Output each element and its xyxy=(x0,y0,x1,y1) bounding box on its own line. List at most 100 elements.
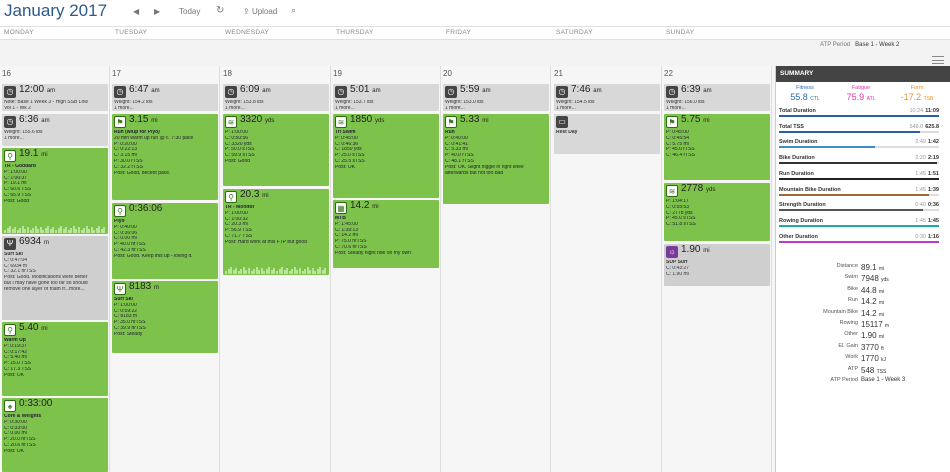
note-card[interactable]: ◷ 6:47 am Weight: 154.2 lbs 1 more... xyxy=(112,84,218,111)
day-column[interactable]: 17 ◷ 6:47 am Weight: 154.2 lbs 1 more... ⚑ 3.1… xyxy=(110,66,220,472)
card-details: MTB P: 1:45:00 C: 1:39:13 C: 14.2 mi P: 75.0… xyxy=(335,216,437,257)
card-line: C: 0:47:04 xyxy=(4,257,28,263)
card-headline: 7:46 am xyxy=(571,84,602,95)
card-line: Weight: 153.7 lbs xyxy=(335,100,374,105)
total-value: 1770 kJ xyxy=(861,354,887,364)
summary-row: Swim Duration 2:49 1:42 xyxy=(779,139,939,149)
summary-row: Other Duration 0:30 1:16 xyxy=(779,233,939,243)
card-line: TR - Monitor xyxy=(225,205,255,210)
card-line[interactable]: 1 more... xyxy=(666,105,686,111)
note-card[interactable]: ◷ 7:46 am Weight: 154.5 lbs 1 more... xyxy=(554,84,660,111)
form-label: Form xyxy=(910,85,924,91)
chevron-right-icon[interactable]: ▶ xyxy=(154,7,161,16)
card-line[interactable]: 1 more... xyxy=(445,105,465,111)
workout-card[interactable]: ⚲ 19.1 mi TR - Goddard P: 1:00:00 C: 1:00:37… xyxy=(2,148,108,234)
card-line: C: 20.6 hrTSS xyxy=(4,442,36,448)
note-card[interactable]: ◷ 6:09 am Weight: 153.8 lbs 1 more... xyxy=(223,84,329,111)
card-line: P: 1:00:00 xyxy=(114,302,137,308)
card-line: C: 42.3 hrTSS xyxy=(114,247,146,253)
clock-icon: ◷ xyxy=(556,86,568,98)
search-icon[interactable]: ⌕ xyxy=(291,5,297,15)
card-details: TR - Goddard P: 1:00:00 C: 1:00:37 P: 19.1 … xyxy=(4,164,106,205)
refresh-icon[interactable]: ↻ xyxy=(216,5,225,16)
workout-card[interactable]: ♠ 0:33:00 Core & Weights P: 0:30:00 C: 0:33:… xyxy=(2,398,108,472)
card-line: C: 1.90 mi xyxy=(666,271,689,277)
upload-button[interactable]: ⇪ Upload xyxy=(243,7,277,16)
note-card[interactable]: ▭ Rest Day xyxy=(554,114,660,154)
bike-icon: ⚲ xyxy=(225,191,237,203)
day-column[interactable]: 19 ◷ 5:01 am Weight: 153.7 lbs 1 more... ≋ 185… xyxy=(331,66,441,472)
total-label: Swim xyxy=(844,274,858,281)
card-line: Post: Hard work at this FTP but good xyxy=(225,239,307,245)
day-column[interactable]: 18 ◷ 6:09 am Weight: 153.8 lbs 1 more... ≋ 332… xyxy=(221,66,331,472)
card-headline: 12:00 am xyxy=(19,84,56,95)
hamburger-menu-icon[interactable] xyxy=(932,56,944,64)
page-title: January 2017 xyxy=(4,1,108,20)
card-line[interactable]: 1 more... xyxy=(4,135,24,141)
card-line[interactable]: 1 more... xyxy=(114,105,134,111)
card-line: Post: Steady night ride on my own xyxy=(335,250,411,256)
run-icon: ⚑ xyxy=(114,116,126,128)
card-line: P: 40.0 hrTSS xyxy=(114,242,146,248)
weekday-label: FRIDAY xyxy=(446,29,472,36)
total-value: 14.2 mi xyxy=(861,297,885,307)
workout-card[interactable]: ≋ 3320 yds P: 1:00:00 C: 0:50:56 C: 3320 yds… xyxy=(223,114,329,186)
workout-card[interactable]: ⚑ 5.75 mi P: 0:45:00 C: 0:45:54 C: 5.75 mi P:… xyxy=(664,114,770,180)
workout-card[interactable]: ⚲ 5.40 mi Warm Up P: 0:19:37 C: 0:17:42 C: 5.… xyxy=(2,322,108,396)
summary-row-value: 0:30 1:16 xyxy=(915,233,939,240)
summary-row-value: 1:45 1:51 xyxy=(915,170,939,177)
card-line: P: 30.0 rTSS xyxy=(114,158,143,164)
card-line: P: 1:00:00 xyxy=(4,169,27,175)
card-line: C: 3320 yds xyxy=(225,141,252,147)
workout-card[interactable]: ⚲ 0:36:06 Plyo P: 0:40:00 C: 0:36:06 C: 0.00 … xyxy=(112,203,218,279)
card-headline: 0:36:06 xyxy=(129,203,163,214)
workout-card[interactable]: ≋ 2778 yds P: 1:04:17 C: 0:55:53 C: 2778 yds… xyxy=(664,183,770,241)
day-column[interactable]: 21 ◷ 7:46 am Weight: 154.5 lbs 1 more... ▭ Res… xyxy=(552,66,662,472)
card-line: Note: Base 1 Week 3 - High SSB Low xyxy=(4,100,88,105)
card-details: Weight: 153.0 lbs 1 more... xyxy=(445,100,547,111)
day-column[interactable]: 22 ◷ 6:39 am Weight: 156.0 lbs 1 more... ⚑ 5.7… xyxy=(662,66,772,472)
workout-card[interactable]: Ψ 8183 m Surf Ski P: 1:00:00 C: 0:59:22 C: 81… xyxy=(112,281,218,353)
card-line[interactable]: 1 more... xyxy=(335,105,355,111)
note-card[interactable]: ◷ 6:36 am Weight: 155.6 lbs 1 more... xyxy=(2,114,108,146)
card-line[interactable]: remove one layer of foam fr...more... xyxy=(4,286,85,292)
card-line: C: 5.33 mi xyxy=(445,147,468,153)
workout-card[interactable]: ☼ 1.90 mi SUP Surf C: 0:43:27 C: 1.90 mi xyxy=(664,244,770,286)
summary-row-label: Other Duration xyxy=(779,233,818,240)
workout-card[interactable]: ⚲ 20.3 mi TR - Monitor P: 1:00:00 C: 1:00:32… xyxy=(223,189,329,275)
card-line: C: 1:39:13 xyxy=(335,227,359,233)
note-card[interactable]: ◷ 5:01 am Weight: 153.7 lbs 1 more... xyxy=(333,84,439,111)
card-line: P: 45.0 sTSS xyxy=(666,216,696,222)
workout-card[interactable]: Ψ 6934 m Surf Ski C: 0:47:04 C: 6934 m C: 32.… xyxy=(2,236,108,320)
card-line[interactable]: 1 more... xyxy=(556,105,576,111)
workout-card[interactable]: ≋ 1850 yds Tri Swim P: 0:45:00 C: 0:46:36 C: … xyxy=(333,114,439,198)
swim-icon: ≋ xyxy=(666,185,678,197)
workout-card[interactable]: ▦ 14.2 mi MTB P: 1:45:00 C: 1:39:13 C: 14.2 m… xyxy=(333,200,439,268)
day-column[interactable]: 20 ◷ 5:59 am Weight: 153.0 lbs 1 more... ⚑ 5.3… xyxy=(441,66,551,472)
card-line: C: 1:00:32 xyxy=(225,216,249,222)
card-line: C: 39.9 hrTSS xyxy=(114,325,146,331)
note-card[interactable]: ◷ 6:39 am Weight: 156.0 lbs 1 more... xyxy=(664,84,770,111)
note-card[interactable]: ◷ 12:00 am Note: Base 1 Week 3 - High SSB … xyxy=(2,84,108,111)
weekday-label: SATURDAY xyxy=(556,29,593,36)
note-card[interactable]: ◷ 5:59 am Weight: 153.0 lbs 1 more... xyxy=(443,84,549,111)
card-headline: 5.40 mi xyxy=(19,322,48,333)
summary-row: Bike Duration 2:20 2:19 xyxy=(779,155,939,165)
card-headline: 2778 yds xyxy=(681,183,716,194)
card-line: P: 15.0 TSS xyxy=(4,361,31,367)
workout-card[interactable]: ⚑ 5.33 mi Run P: 0:40:00 C: 0:41:41 C: 5.33 m… xyxy=(443,114,549,204)
workout-card[interactable]: ⚑ 3.15 mi Run (w/up for Plyo) 20 min warm u… xyxy=(112,114,218,200)
card-headline: 19.1 mi xyxy=(19,148,48,159)
card-headline: 1.90 mi xyxy=(681,244,710,255)
card-details: Core & Weights P: 0:30:00 C: 0:33:00 C: 0.0… xyxy=(4,414,106,455)
day-column[interactable]: 16 ◷ 12:00 am Note: Base 1 Week 3 - High SS… xyxy=(0,66,110,472)
card-line: C: 8183 m xyxy=(114,314,138,320)
chevron-left-icon[interactable]: ◀ xyxy=(133,7,140,16)
card-line: Post: OK xyxy=(4,372,25,378)
card-line: Surf Ski xyxy=(114,297,133,302)
today-button[interactable]: Today xyxy=(179,7,201,16)
card-line: C: 20.3 mi xyxy=(225,222,248,228)
card-line: C: 71.7 TSS xyxy=(225,233,253,239)
card-line: C: 0:22:13 xyxy=(114,147,138,153)
card-line[interactable]: 1 more... xyxy=(225,105,245,111)
